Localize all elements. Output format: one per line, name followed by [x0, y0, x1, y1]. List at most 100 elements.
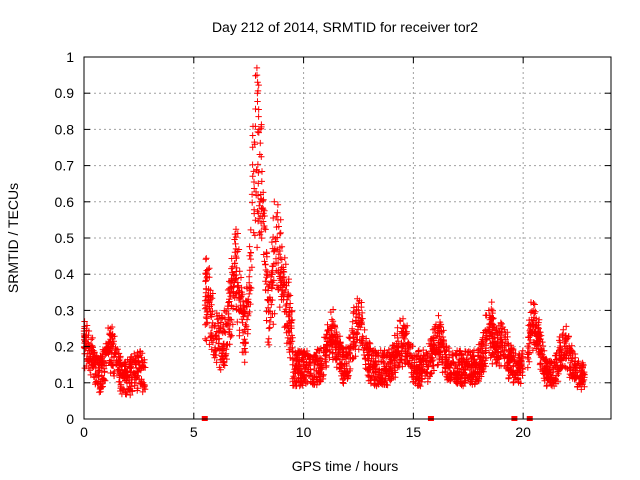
- data-point: [94, 369, 102, 376]
- data-point: [127, 383, 134, 390]
- chart-title: Day 212 of 2014, SRMTID for receiver tor…: [212, 19, 478, 35]
- data-point: [134, 349, 141, 356]
- data-point: [531, 301, 538, 308]
- data-point: [510, 379, 517, 386]
- data-point: [556, 356, 563, 363]
- data-point: [559, 363, 566, 371]
- data-point: [129, 388, 136, 395]
- data-point: [562, 347, 569, 354]
- data-point: [358, 337, 365, 344]
- data-point: [141, 386, 149, 393]
- data-point: [324, 321, 331, 328]
- data-point: [530, 300, 537, 307]
- data-point: [88, 357, 96, 364]
- data-point: [236, 268, 243, 275]
- data-point: [229, 263, 236, 270]
- data-point: [234, 230, 241, 237]
- data-point: [459, 362, 466, 369]
- x-tick-label: 5: [190, 424, 198, 440]
- data-point: [237, 274, 245, 281]
- data-point: [569, 355, 576, 362]
- data-point: [236, 332, 243, 339]
- data-point: [277, 229, 284, 237]
- data-point: [251, 138, 258, 146]
- data-point: [253, 166, 260, 173]
- data-point: [268, 238, 276, 246]
- data-point: [359, 333, 366, 340]
- data-point: [85, 357, 92, 365]
- data-point: [131, 382, 138, 389]
- data-point: [505, 374, 512, 382]
- data-point: [299, 382, 306, 389]
- data-point: [435, 312, 442, 319]
- data-point: [398, 339, 405, 347]
- data-point: [223, 342, 231, 349]
- data-point: [232, 226, 240, 233]
- data-point: [435, 339, 442, 347]
- data-point: [301, 350, 308, 357]
- data-point: [327, 339, 335, 346]
- data-point: [258, 234, 265, 242]
- data-point: [251, 232, 259, 239]
- data-point: [116, 360, 124, 368]
- data-point: [524, 364, 531, 371]
- data-point: [527, 321, 534, 329]
- data-point: [475, 349, 483, 356]
- data-point: [552, 376, 559, 383]
- data-point: [228, 255, 235, 262]
- data-point: [394, 343, 401, 350]
- data-point: [288, 338, 296, 345]
- data-point: [98, 383, 105, 391]
- data-point: [299, 372, 307, 379]
- data-point: [268, 301, 275, 308]
- data-point: [89, 364, 96, 371]
- data-point: [276, 303, 283, 311]
- data-point: [239, 329, 247, 336]
- data-point: [386, 372, 393, 380]
- data-point: [247, 226, 254, 234]
- data-point: [332, 338, 339, 345]
- data-point: [355, 307, 362, 314]
- data-point: [467, 371, 475, 378]
- data-point: [251, 185, 258, 192]
- data-point: [349, 325, 356, 332]
- data-point: [404, 349, 411, 357]
- data-point: [544, 359, 552, 367]
- data-point: [339, 351, 346, 359]
- data-point: [398, 332, 406, 339]
- data-point: [350, 304, 357, 311]
- data-point: [516, 352, 523, 359]
- data-point: [265, 341, 273, 349]
- data-point: [288, 332, 295, 339]
- data-point: [290, 382, 298, 389]
- data-point: [579, 380, 586, 388]
- data-point: [510, 346, 517, 354]
- data-point: [444, 371, 451, 378]
- data-point: [391, 363, 398, 371]
- data-point: [231, 249, 239, 256]
- data-point: [256, 231, 264, 238]
- data-point: [258, 168, 266, 175]
- data-point: [131, 376, 138, 383]
- data-point: [365, 373, 372, 381]
- y-tick-label: 0.7: [55, 158, 75, 174]
- data-point: [314, 360, 322, 368]
- data-point: [474, 377, 482, 384]
- data-point: [99, 346, 107, 353]
- data-point: [554, 368, 561, 375]
- data-point: [562, 364, 570, 372]
- data-point: [476, 366, 484, 373]
- data-point: [274, 201, 282, 208]
- data-point: [281, 324, 288, 331]
- data-point: [256, 202, 263, 209]
- data-point: [493, 360, 500, 368]
- data-point: [107, 332, 115, 339]
- data-point: [232, 245, 240, 253]
- data-point: [286, 317, 293, 325]
- data-point: [272, 238, 279, 245]
- data-point: [278, 256, 285, 263]
- data-point: [254, 90, 261, 97]
- data-point: [565, 342, 573, 350]
- data-point: [252, 72, 259, 79]
